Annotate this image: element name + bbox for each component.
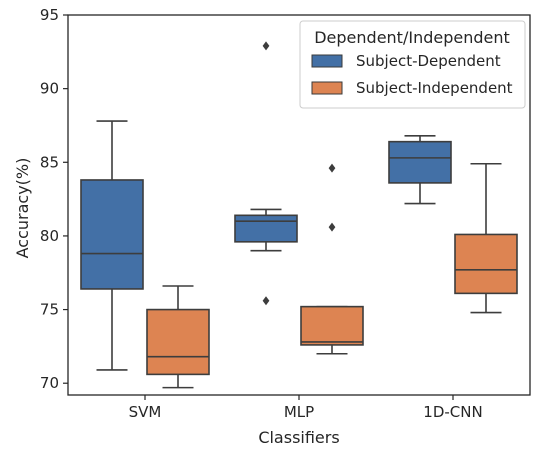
box-iqr xyxy=(388,140,452,184)
legend: Dependent/Independent Subject-Dependent … xyxy=(299,20,526,109)
y-axis-ticks: 70 75 80 85 90 95 xyxy=(40,6,68,392)
box-iqr xyxy=(300,305,364,346)
legend-swatch-subject-independent xyxy=(311,81,343,95)
y-tick-label: 90 xyxy=(40,80,59,98)
box-iqr xyxy=(234,214,298,243)
y-axis-label: Accuracy(%) xyxy=(13,158,32,259)
box-iqr xyxy=(146,308,210,376)
y-tick-label: 80 xyxy=(40,227,59,245)
legend-title: Dependent/Independent xyxy=(314,28,510,47)
x-tick-label: MLP xyxy=(284,403,314,421)
y-tick-label: 85 xyxy=(40,153,59,171)
y-tick-label: 75 xyxy=(40,301,59,319)
legend-swatch-subject-dependent xyxy=(311,54,343,68)
box-iqr xyxy=(454,233,518,295)
box-mlp-subject-independent xyxy=(300,163,364,355)
box-mlp-subject-dependent xyxy=(234,41,298,306)
outlier-point xyxy=(328,222,336,232)
outlier-point xyxy=(328,163,336,173)
outlier-point xyxy=(262,41,270,51)
x-axis-ticks: SVM MLP 1D-CNN xyxy=(129,395,483,421)
box-svm-subject-independent xyxy=(146,285,210,389)
box-svm-subject-dependent xyxy=(80,120,144,371)
legend-frame xyxy=(299,20,526,109)
legend-label-subject-dependent: Subject-Dependent xyxy=(356,52,501,70)
legend-label-subject-independent: Subject-Independent xyxy=(356,79,513,97)
box-groups xyxy=(80,41,518,389)
box-iqr xyxy=(80,179,144,290)
box-1d-cnn-subject-independent xyxy=(454,162,518,314)
y-tick-label: 70 xyxy=(40,374,59,392)
x-axis-label: Classifiers xyxy=(258,428,339,447)
x-tick-label: SVM xyxy=(129,403,162,421)
x-tick-label: 1D-CNN xyxy=(423,403,482,421)
y-tick-label: 95 xyxy=(40,6,59,24)
outlier-point xyxy=(262,296,270,306)
box-1d-cnn-subject-dependent xyxy=(388,134,452,205)
